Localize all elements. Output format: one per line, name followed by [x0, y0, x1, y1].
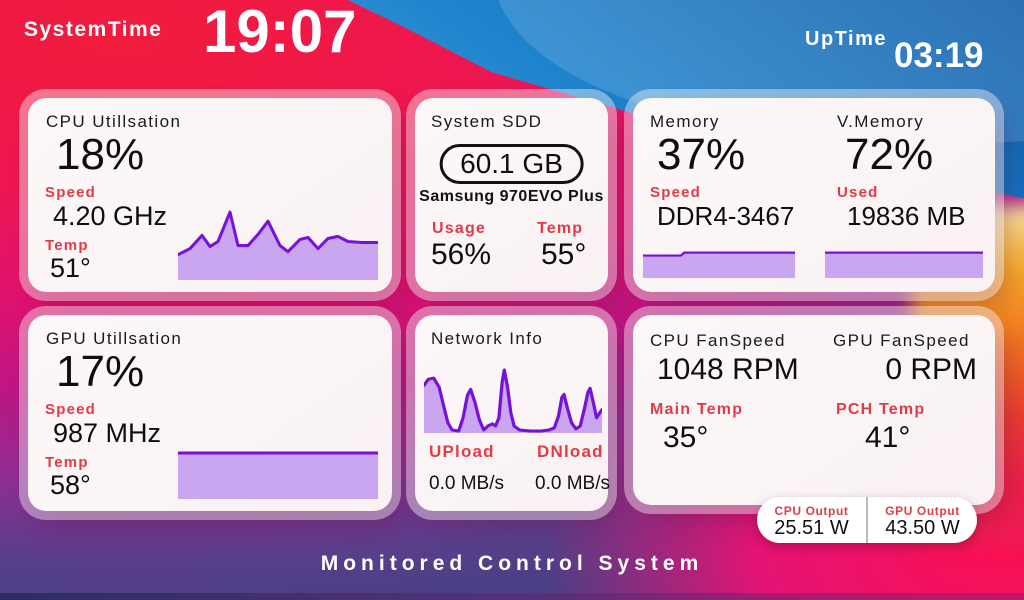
network-upload-value: 0.0 MB/s [429, 473, 504, 494]
gpu-utilization-value: 17% [56, 347, 145, 396]
bottom-strip [0, 593, 1024, 600]
vmemory-title: V.Memory [837, 112, 925, 131]
ssd-card: System SDD 60.1 GB Samsung 970EVO Plus U… [415, 98, 608, 292]
system-time-value: 19:07 [203, 0, 357, 65]
gpu-usage-bar [178, 449, 378, 499]
cpu-card: CPU Utillsation 18% Speed 4.20 GHz Temp … [28, 98, 392, 292]
network-download-value: 0.0 MB/s [535, 473, 610, 494]
cpu-temp-value: 51° [50, 253, 91, 283]
memory-speed-label: Speed [650, 184, 702, 201]
system-time-label: SystemTime [24, 18, 163, 41]
ssd-usage-value: 56% [431, 238, 492, 271]
gpu-output-cell: GPU Output 43.50 W [866, 497, 977, 543]
gpu-card-title: GPU Utillsation [46, 329, 183, 348]
footer-title: Monitored Control System [320, 552, 704, 575]
cpu-output-value: 25.51 W [774, 516, 849, 539]
ssd-capacity-badge: 60.1 GB [439, 144, 584, 184]
memory-used-value: 19836 MB [847, 201, 966, 231]
memory-card: Memory 37% Speed DDR4-3467 V.Memory 72% … [633, 98, 995, 292]
pch-temp-value: 41° [865, 421, 911, 454]
gpu-card: GPU Utillsation 17% Speed 987 MHz Temp 5… [28, 315, 392, 511]
cpu-fan-value: 1048 RPM [657, 353, 799, 386]
ssd-usage-label: Usage [432, 220, 487, 237]
gpu-temp-label: Temp [45, 454, 89, 471]
network-download-label: DNload [537, 442, 604, 461]
cpu-output-cell: CPU Output 25.51 W [757, 497, 866, 543]
ssd-card-title: System SDD [431, 112, 543, 131]
cpu-utilization-value: 18% [56, 130, 145, 179]
memory-utilization-value: 37% [657, 130, 746, 179]
memory-title: Memory [650, 112, 720, 131]
cpu-usage-sparkline [178, 204, 378, 280]
memory-usage-bar [643, 249, 795, 278]
memory-used-label: Used [837, 184, 879, 201]
cpu-fan-label: CPU FanSpeed [650, 331, 786, 350]
gpu-output-label: GPU Output [885, 503, 960, 518]
pch-temp-label: PCH Temp [836, 401, 926, 418]
cpu-speed-value: 4.20 GHz [53, 201, 168, 231]
network-upload-label: UPload [429, 442, 495, 461]
cpu-speed-label: Speed [45, 184, 97, 201]
main-temp-label: Main Temp [650, 401, 744, 418]
vmemory-usage-bar [825, 249, 983, 278]
gpu-fan-value: 0 RPM [885, 353, 977, 386]
network-card: Network Info UPload DNload 0.0 MB/s 0.0 … [415, 315, 610, 511]
memory-speed-value: DDR4-3467 [657, 201, 795, 231]
gpu-speed-value: 987 MHz [53, 418, 162, 448]
gpu-temp-value: 58° [50, 470, 91, 500]
main-temp-value: 35° [663, 421, 709, 454]
gpu-fan-label: GPU FanSpeed [833, 331, 970, 350]
uptime-value: 03:19 [894, 36, 984, 75]
ssd-model: Samsung 970EVO Plus [419, 188, 604, 205]
ssd-temp-value: 55° [541, 238, 587, 271]
gpu-output-value: 43.50 W [885, 516, 960, 539]
fan-card: CPU FanSpeed 1048 RPM GPU FanSpeed 0 RPM… [633, 315, 995, 505]
cpu-output-label: CPU Output [774, 503, 849, 518]
vmemory-utilization-value: 72% [845, 130, 934, 179]
gpu-speed-label: Speed [45, 401, 97, 418]
power-output-card: CPU Output 25.51 W GPU Output 43.50 W [757, 497, 977, 543]
network-title: Network Info [431, 329, 544, 348]
ssd-temp-label: Temp [537, 220, 584, 237]
network-traffic-sparkline [424, 367, 602, 433]
cpu-card-title: CPU Utillsation [46, 112, 182, 131]
uptime-label: UpTime [805, 28, 887, 50]
cpu-temp-label: Temp [45, 237, 89, 254]
